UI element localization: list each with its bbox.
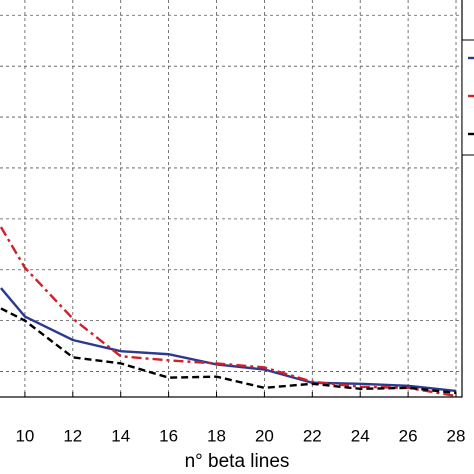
x-tick-label: 10 xyxy=(15,426,34,445)
line xyxy=(0,307,457,395)
x-tick-label: 18 xyxy=(207,426,226,445)
x-tick-label: 26 xyxy=(399,426,418,445)
x-tick-label: 16 xyxy=(159,426,178,445)
legend-box xyxy=(461,39,474,156)
plot-frame xyxy=(0,0,463,398)
x-tick-label: 12 xyxy=(63,426,82,445)
x-tick-label: 14 xyxy=(111,426,130,445)
line xyxy=(0,226,457,398)
x-tick-label: 22 xyxy=(303,426,322,445)
x-tick-label: 28 xyxy=(447,426,466,445)
x-tick-label: 20 xyxy=(255,426,274,445)
line xyxy=(0,287,457,393)
x-tick-label: 24 xyxy=(351,426,370,445)
x-axis-label: n° beta lines xyxy=(185,451,290,472)
